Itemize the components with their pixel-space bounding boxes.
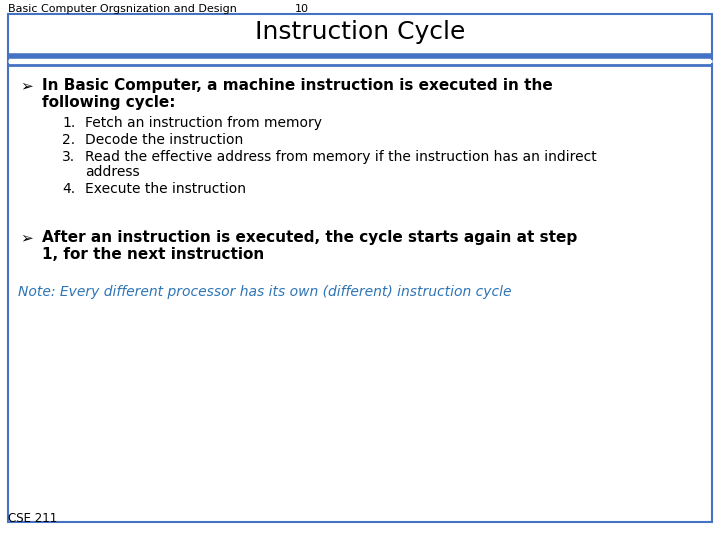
Text: address: address [85, 165, 140, 179]
Text: 1, for the next instruction: 1, for the next instruction [42, 247, 264, 262]
Text: ➢: ➢ [20, 78, 32, 93]
Text: Basic Computer Orgsnization and Design: Basic Computer Orgsnization and Design [8, 4, 237, 14]
Text: ➢: ➢ [20, 230, 32, 245]
Text: Note: Every different processor has its own (different) instruction cycle: Note: Every different processor has its … [18, 285, 511, 299]
Text: 2.: 2. [62, 133, 75, 147]
Text: Decode the instruction: Decode the instruction [85, 133, 243, 147]
Text: 4.: 4. [62, 182, 75, 196]
Text: Execute the instruction: Execute the instruction [85, 182, 246, 196]
Text: CSE 211: CSE 211 [8, 512, 58, 525]
FancyBboxPatch shape [8, 14, 712, 522]
Text: Instruction Cycle: Instruction Cycle [255, 20, 465, 44]
Text: Fetch an instruction from memory: Fetch an instruction from memory [85, 116, 322, 130]
Text: In Basic Computer, a machine instruction is executed in the: In Basic Computer, a machine instruction… [42, 78, 553, 93]
Text: After an instruction is executed, the cycle starts again at step: After an instruction is executed, the cy… [42, 230, 577, 245]
Text: following cycle:: following cycle: [42, 95, 176, 110]
Text: 3.: 3. [62, 150, 75, 164]
Text: 10: 10 [295, 4, 309, 14]
Text: Read the effective address from memory if the instruction has an indirect: Read the effective address from memory i… [85, 150, 597, 164]
Text: 1.: 1. [62, 116, 76, 130]
